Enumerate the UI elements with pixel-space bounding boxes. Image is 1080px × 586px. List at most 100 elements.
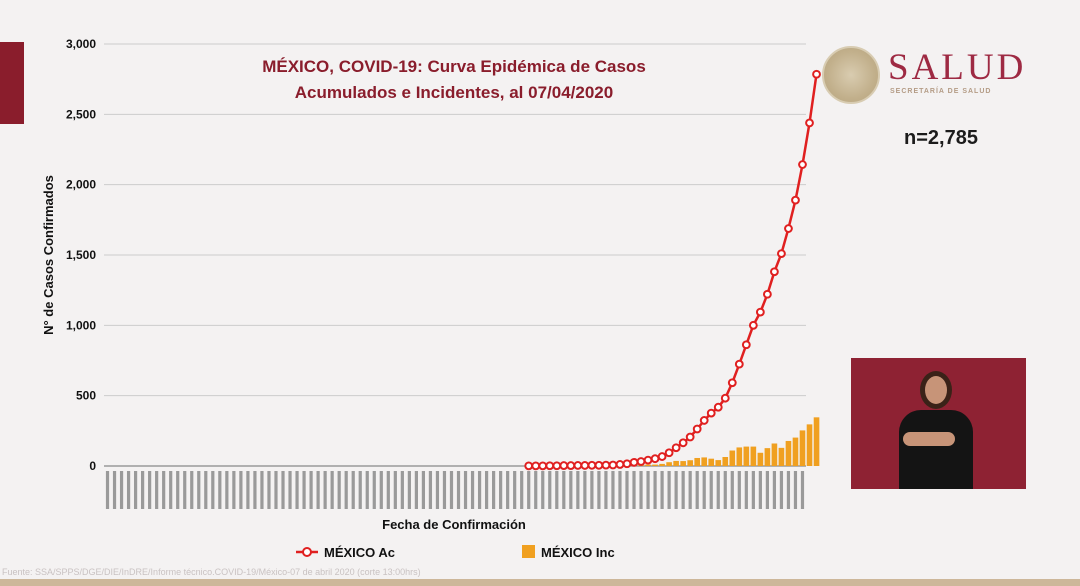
- cumulative-point: [678, 438, 688, 448]
- incident-bar: [743, 446, 750, 466]
- y-axis-label: N° de Casos Confirmados: [41, 175, 56, 335]
- source-note: Fuente: SSA/SPPS/DGE/DIE/InDRE/Informe t…: [2, 567, 421, 577]
- incident-bar: [715, 460, 722, 466]
- y-tick-label: 1,000: [66, 318, 96, 332]
- incident-bar: [722, 456, 729, 466]
- cumulative-point: [777, 249, 786, 258]
- x-tick-label: [407, 471, 411, 509]
- x-tick-label: [260, 471, 264, 509]
- x-tick-label: [688, 471, 692, 509]
- incident-bar: [750, 446, 757, 466]
- cumulative-point: [643, 455, 653, 465]
- x-tick-label: [323, 471, 327, 509]
- cumulative-point: [531, 461, 541, 471]
- cumulative-point: [748, 320, 758, 330]
- x-tick-label: [281, 471, 285, 509]
- x-tick-label: [632, 471, 636, 509]
- x-tick-label: [520, 471, 524, 509]
- x-tick-label: [646, 471, 650, 509]
- x-tick-label: [484, 471, 489, 509]
- x-tick-label: [176, 471, 180, 509]
- x-tick-label: [569, 471, 573, 509]
- cumulative-point: [636, 457, 646, 466]
- x-tick-label: [730, 471, 734, 509]
- x-tick-label: [463, 471, 468, 509]
- x-tick-label: [225, 471, 229, 509]
- x-tick-label: [751, 471, 755, 509]
- incident-bar: [813, 417, 820, 466]
- x-tick-label: [534, 471, 538, 509]
- incident-bar: [785, 440, 792, 466]
- cumulative-point: [699, 416, 709, 425]
- cumulative-point: [552, 461, 562, 471]
- cumulative-point: [720, 393, 730, 403]
- x-tick-label: [330, 471, 334, 509]
- interpreter-body: [899, 410, 973, 489]
- x-tick-label: [758, 471, 762, 509]
- x-tick-label: [639, 471, 643, 509]
- x-tick-label: [506, 471, 510, 509]
- incident-bar: [764, 448, 771, 466]
- incident-bar: [666, 462, 672, 466]
- cumulative-point: [770, 267, 779, 277]
- x-tick-label: [541, 471, 545, 509]
- incident-bar: [799, 430, 806, 466]
- x-tick-label: [653, 471, 657, 509]
- x-tick-label: [246, 471, 250, 509]
- x-tick-label: [477, 471, 482, 509]
- x-tick-label: [133, 471, 138, 509]
- cumulative-point: [657, 452, 667, 461]
- x-tick-label: [386, 471, 390, 509]
- x-tick-label: [618, 471, 622, 509]
- cumulative-point: [650, 454, 660, 464]
- x-tick-label: [604, 471, 608, 509]
- x-tick-label: [253, 471, 257, 509]
- cumulative-point: [762, 289, 772, 299]
- x-tick-label: [421, 471, 426, 509]
- incident-bar: [736, 447, 743, 466]
- x-tick-label: [492, 471, 496, 509]
- cumulative-point: [805, 118, 814, 128]
- cumulative-point: [727, 378, 737, 388]
- x-tick-label: [576, 471, 580, 509]
- cumulative-point: [706, 408, 716, 418]
- x-tick-label: [295, 471, 299, 509]
- incident-bar: [708, 458, 715, 466]
- incident-bar: [771, 443, 778, 466]
- x-tick-label: [162, 471, 166, 509]
- x-tick-label: [723, 471, 727, 509]
- x-tick-label: [562, 471, 566, 509]
- x-tick-label: [499, 471, 503, 509]
- x-tick-label: [590, 471, 594, 509]
- cumulative-line: [524, 69, 821, 471]
- cumulative-point: [755, 307, 765, 317]
- cumulative-point: [741, 340, 751, 350]
- cumulative-point: [713, 402, 723, 412]
- x-tick-label: [449, 471, 454, 509]
- legend-inc-label: MÉXICO Inc: [541, 545, 615, 560]
- y-tick-label: 2,000: [66, 178, 96, 192]
- x-tick-label: [793, 471, 798, 509]
- incident-bar: [673, 460, 679, 466]
- x-tick-label: [211, 471, 215, 509]
- x-tick-label: [442, 471, 447, 509]
- y-tick-label: 0: [89, 459, 96, 473]
- cumulative-point: [545, 461, 555, 471]
- y-tick-label: 1,500: [66, 248, 96, 262]
- x-tick-label: [141, 471, 145, 509]
- x-tick-label: [435, 471, 440, 509]
- cumulative-point: [622, 459, 632, 469]
- cumulative-point: [587, 460, 597, 470]
- incident-bar: [701, 457, 708, 466]
- x-tick-label: [351, 471, 355, 509]
- x-tick-label: [681, 471, 685, 509]
- cumulative-point: [580, 461, 590, 470]
- cumulative-point: [692, 424, 702, 434]
- x-tick-label: [709, 471, 713, 509]
- legend-ac-label: MÉXICO Ac: [324, 545, 395, 560]
- cumulative-point: [566, 461, 576, 470]
- cumulative-point: [812, 69, 821, 79]
- x-tick-label: [625, 471, 629, 509]
- cumulative-point: [798, 160, 807, 169]
- y-tick-label: 500: [76, 389, 96, 403]
